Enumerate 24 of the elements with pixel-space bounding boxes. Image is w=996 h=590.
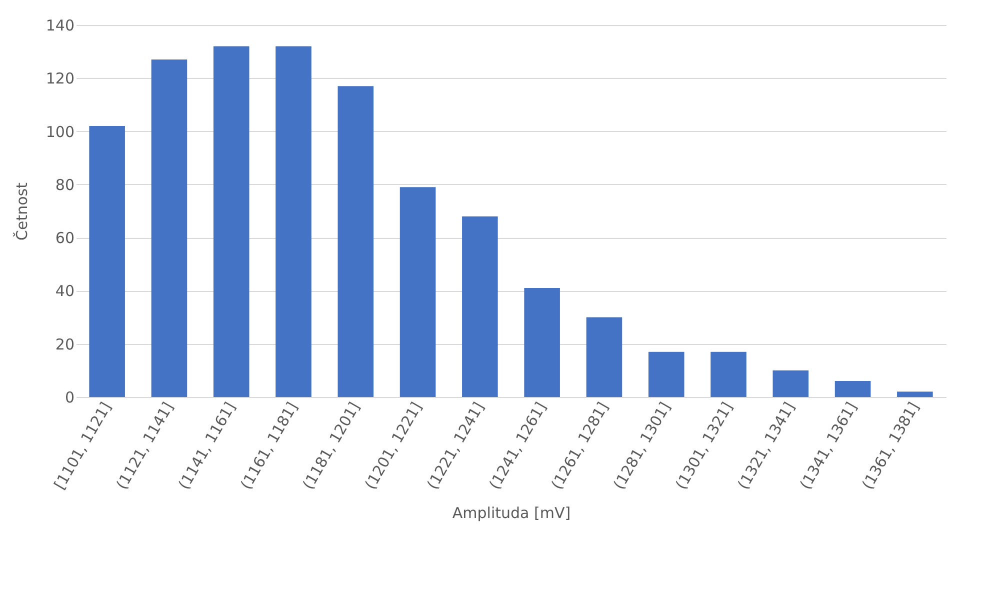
bar <box>710 352 746 397</box>
y-tick-label: 120 <box>46 70 74 88</box>
bar <box>586 317 622 397</box>
bar <box>338 86 374 397</box>
y-tick-label: 100 <box>46 122 74 141</box>
y-tick-label: 20 <box>55 335 74 354</box>
bar <box>400 187 436 397</box>
bar <box>89 126 125 397</box>
y-axis-title: Četnost <box>12 182 31 240</box>
x-axis-title: Amplituda [mV] <box>452 504 571 522</box>
bar <box>648 352 684 397</box>
y-tick-label: 0 <box>64 388 74 406</box>
bar <box>213 46 250 397</box>
y-tick-label: 40 <box>55 282 74 300</box>
bar <box>897 392 933 397</box>
bar <box>772 370 809 397</box>
y-tick-label: 140 <box>46 16 74 34</box>
y-tick-label: 60 <box>55 229 74 248</box>
bar <box>462 216 498 397</box>
bar <box>151 60 188 397</box>
bar <box>524 288 560 397</box>
bar <box>276 46 312 397</box>
bar <box>834 381 871 397</box>
y-tick-label: 80 <box>55 176 74 194</box>
